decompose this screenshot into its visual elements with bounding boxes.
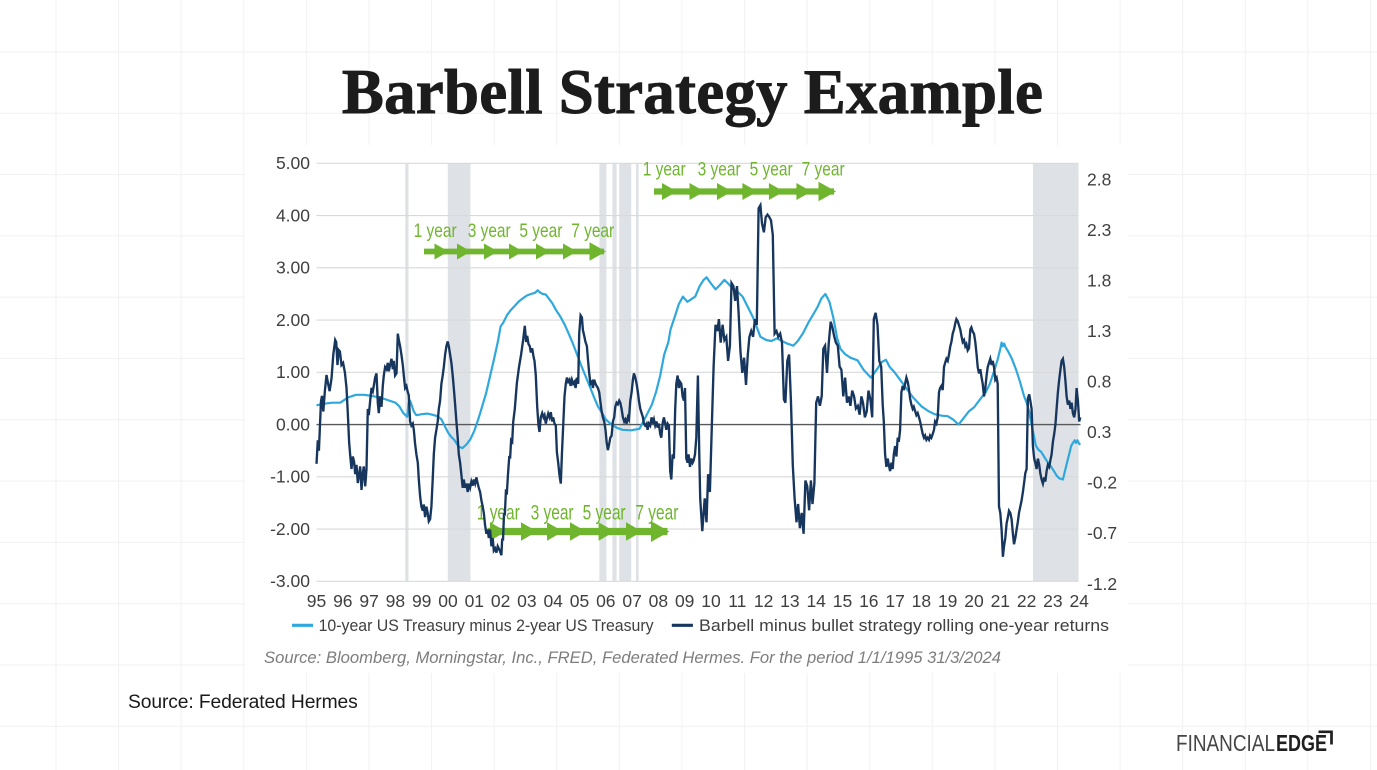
svg-text:00: 00 bbox=[438, 591, 458, 611]
svg-text:-3.00: -3.00 bbox=[270, 571, 310, 591]
svg-text:17: 17 bbox=[885, 591, 904, 611]
svg-text:5 year: 5 year bbox=[583, 501, 626, 525]
svg-text:-0.2: -0.2 bbox=[1087, 473, 1117, 493]
svg-text:EDGE: EDGE bbox=[1276, 730, 1327, 756]
svg-text:5 year: 5 year bbox=[750, 159, 793, 181]
svg-text:1.8: 1.8 bbox=[1087, 271, 1111, 291]
svg-text:Source: Bloomberg, Morningstar: Source: Bloomberg, Morningstar, Inc., FR… bbox=[264, 648, 1001, 667]
svg-text:4.00: 4.00 bbox=[276, 205, 310, 225]
svg-text:95: 95 bbox=[307, 591, 326, 611]
svg-text:02: 02 bbox=[491, 591, 510, 611]
svg-text:16: 16 bbox=[859, 591, 878, 611]
svg-text:7 year: 7 year bbox=[571, 220, 614, 242]
svg-text:14: 14 bbox=[806, 591, 826, 611]
svg-text:7 year: 7 year bbox=[802, 159, 845, 181]
svg-text:10: 10 bbox=[701, 591, 721, 611]
svg-text:FINANCIAL: FINANCIAL bbox=[1176, 730, 1275, 756]
svg-text:07: 07 bbox=[622, 591, 641, 611]
svg-text:5 year: 5 year bbox=[519, 220, 562, 242]
svg-text:1 year: 1 year bbox=[643, 159, 686, 181]
svg-text:21: 21 bbox=[991, 591, 1010, 611]
svg-text:1.3: 1.3 bbox=[1087, 321, 1111, 341]
svg-text:-1.2: -1.2 bbox=[1087, 574, 1117, 594]
svg-text:2.3: 2.3 bbox=[1087, 220, 1111, 240]
svg-text:-0.7: -0.7 bbox=[1087, 523, 1117, 543]
svg-text:22: 22 bbox=[1017, 591, 1036, 611]
svg-text:3 year: 3 year bbox=[698, 159, 741, 181]
svg-text:01: 01 bbox=[465, 591, 484, 611]
svg-text:09: 09 bbox=[675, 591, 694, 611]
svg-text:19: 19 bbox=[938, 591, 957, 611]
svg-text:5.00: 5.00 bbox=[276, 153, 310, 173]
svg-text:3 year: 3 year bbox=[531, 501, 574, 525]
svg-text:20: 20 bbox=[964, 591, 984, 611]
svg-text:06: 06 bbox=[596, 591, 615, 611]
svg-text:10-year US Treasury minus 2-ye: 10-year US Treasury minus 2-year US Trea… bbox=[319, 616, 654, 635]
svg-text:7 year: 7 year bbox=[635, 501, 678, 525]
svg-text:99: 99 bbox=[412, 591, 431, 611]
svg-text:04: 04 bbox=[543, 591, 563, 611]
svg-text:0.00: 0.00 bbox=[276, 414, 310, 434]
svg-text:2.00: 2.00 bbox=[276, 310, 310, 330]
svg-text:0.8: 0.8 bbox=[1087, 372, 1111, 392]
svg-text:03: 03 bbox=[517, 591, 536, 611]
svg-text:1.00: 1.00 bbox=[276, 362, 310, 382]
svg-text:98: 98 bbox=[386, 591, 405, 611]
svg-text:-1.00: -1.00 bbox=[270, 467, 310, 487]
svg-text:3 year: 3 year bbox=[468, 220, 511, 242]
svg-text:18: 18 bbox=[912, 591, 931, 611]
svg-text:2.8: 2.8 bbox=[1087, 169, 1111, 189]
svg-text:08: 08 bbox=[649, 591, 668, 611]
svg-text:96: 96 bbox=[333, 591, 352, 611]
svg-text:0.3: 0.3 bbox=[1087, 422, 1111, 442]
svg-text:3.00: 3.00 bbox=[276, 258, 310, 278]
svg-text:12: 12 bbox=[754, 591, 773, 611]
svg-text:11: 11 bbox=[728, 591, 746, 611]
svg-text:23: 23 bbox=[1043, 591, 1062, 611]
svg-text:1 year: 1 year bbox=[414, 220, 457, 242]
svg-text:13: 13 bbox=[780, 591, 799, 611]
svg-text:24: 24 bbox=[1069, 591, 1089, 611]
svg-text:97: 97 bbox=[359, 591, 378, 611]
svg-text:Barbell minus bullet strategy: Barbell minus bullet strategy rolling on… bbox=[699, 616, 1109, 635]
svg-text:-2.00: -2.00 bbox=[270, 519, 310, 539]
svg-text:05: 05 bbox=[570, 591, 589, 611]
svg-text:15: 15 bbox=[833, 591, 852, 611]
